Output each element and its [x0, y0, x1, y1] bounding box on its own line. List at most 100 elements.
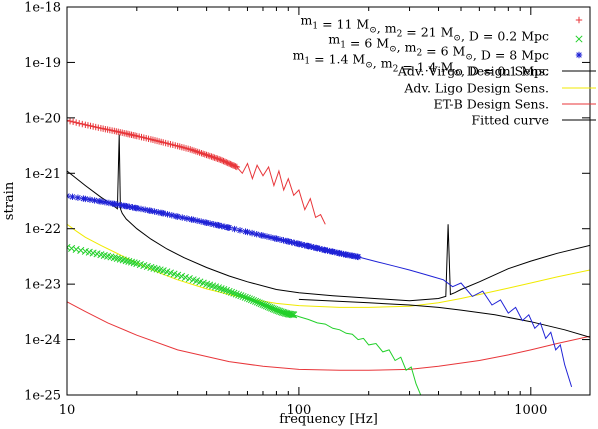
data-point: [203, 219, 210, 226]
data-point: [181, 273, 189, 282]
data-point: [253, 230, 260, 238]
legend-label: m1 = 1.4 M⊙, m2 = 1.4 M⊙, D = 0.1 Mpc: [293, 48, 549, 79]
data-point: [137, 205, 145, 213]
data-point: [247, 296, 256, 304]
data-point: [214, 284, 223, 292]
data-point: [215, 222, 222, 229]
data-point: [193, 217, 201, 224]
data-point: [215, 156, 223, 163]
data-point: [310, 244, 317, 251]
data-point: [220, 286, 228, 294]
data-point: [114, 201, 122, 208]
data-point: [79, 120, 86, 128]
legend-sample-marker: [575, 51, 583, 59]
data-point: [77, 246, 85, 254]
series-0: [67, 117, 326, 225]
legend-label: m1 = 6 M⊙, m2 = 6 M⊙, D = 8 Mpc: [328, 32, 549, 63]
data-point: [174, 213, 181, 220]
x-tick-label: 1000: [514, 403, 547, 418]
data-point: [127, 258, 136, 266]
data-point: [210, 221, 217, 228]
data-point: [126, 203, 133, 210]
series-tail-line: [357, 256, 573, 388]
data-point: [241, 293, 249, 301]
x-tick-label: 100: [286, 403, 311, 418]
data-point: [291, 239, 298, 247]
data-point: [86, 196, 94, 203]
data-point: [72, 245, 80, 253]
series-line: [67, 223, 590, 308]
data-point: [76, 120, 83, 127]
data-point: [185, 275, 193, 283]
x-tick-label: 10: [59, 403, 76, 418]
data-point: [67, 117, 71, 124]
data-point: [155, 209, 162, 216]
data-point: [164, 211, 171, 218]
data-point: [189, 216, 197, 223]
data-point: [280, 237, 287, 244]
series-tail-line: [293, 314, 422, 395]
legend-sample-marker: [575, 35, 583, 43]
data-point: [147, 207, 155, 215]
data-point: [203, 151, 210, 159]
data-point: [212, 155, 220, 162]
y-tick-label: 1e-18: [24, 1, 61, 16]
data-point: [221, 223, 228, 230]
series-6: [298, 298, 590, 338]
data-point: [239, 292, 247, 301]
series-4: [67, 223, 590, 308]
data-point: [255, 299, 263, 307]
series-line: [67, 134, 590, 302]
data-point: [301, 242, 308, 249]
series-2: [67, 192, 573, 388]
data-point: [230, 289, 238, 297]
data-point: [133, 204, 141, 212]
legend-sample-marker: [575, 16, 583, 24]
series-layer: [67, 117, 590, 395]
data-point: [227, 288, 236, 296]
data-point: [225, 287, 233, 295]
data-point: [97, 198, 105, 205]
y-axis-label: strain: [2, 181, 17, 220]
data-point: [105, 199, 113, 207]
data-point: [67, 117, 74, 125]
legend-label: Adv. Virgo Design Sens.: [397, 64, 549, 79]
data-point: [91, 197, 98, 204]
data-point: [208, 153, 215, 160]
data-point: [68, 244, 76, 252]
series-1: [67, 243, 422, 395]
data-point: [257, 300, 265, 308]
data-point: [151, 208, 158, 215]
data-point: [244, 228, 251, 236]
data-point: [267, 234, 275, 241]
data-point: [245, 295, 254, 303]
data-point: [237, 292, 245, 300]
data-point: [283, 309, 291, 318]
data-point: [235, 291, 243, 299]
data-point: [222, 286, 230, 295]
data-point: [287, 310, 295, 318]
data-point: [141, 206, 149, 213]
legend-label: m1 = 11 M⊙, m2 = 21 M⊙, D = 0.2 Mpc: [301, 13, 550, 44]
data-point: [72, 119, 80, 126]
data-point: [220, 157, 227, 165]
data-point: [221, 158, 229, 165]
data-point: [125, 257, 133, 265]
data-point: [206, 152, 214, 160]
data-point: [314, 245, 321, 252]
y-tick-label: 1e-23: [24, 278, 61, 293]
data-point: [305, 242, 312, 250]
data-point: [206, 220, 214, 227]
data-point: [174, 271, 182, 279]
legend-label: Fitted curve: [471, 113, 549, 128]
data-point: [288, 311, 296, 319]
data-point: [122, 202, 130, 210]
data-point: [183, 215, 191, 222]
data-point: [253, 298, 261, 306]
data-point: [74, 194, 82, 201]
series-tail-line: [236, 162, 326, 225]
data-point: [232, 163, 239, 170]
data-point: [223, 159, 230, 166]
